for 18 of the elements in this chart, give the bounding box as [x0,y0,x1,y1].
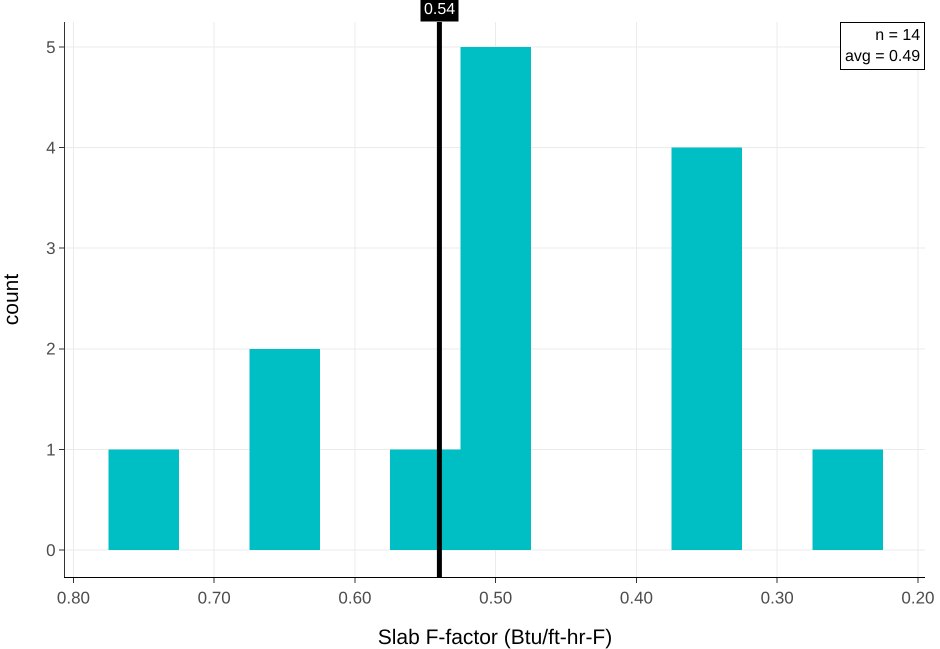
annotation: avg = 0.49 [845,48,920,65]
y-tick-label: 3 [46,239,56,258]
y-axis-title: count [0,274,23,326]
annotation: n = 14 [875,27,920,44]
x-axis-title: Slab F-factor (Btu/ft-hr-F) [378,626,612,649]
x-tick-label: 0.20 [901,588,935,608]
y-tick-label: 2 [46,340,56,359]
y-tick-label: 4 [46,138,56,158]
x-tick-label: 0.70 [198,588,231,608]
x-tick-label: 0.80 [56,588,90,608]
ref-line-label: 0.54 [424,1,456,18]
x-tick-label: 0.60 [338,588,372,608]
x-tick-label: 0.30 [760,588,794,608]
x-tick-label: 0.50 [479,588,512,608]
y-tick-label: 5 [46,38,56,58]
y-tick-label: 0 [46,540,56,560]
x-tick-label: 0.40 [620,588,654,608]
y-tick-label: 1 [46,440,56,460]
